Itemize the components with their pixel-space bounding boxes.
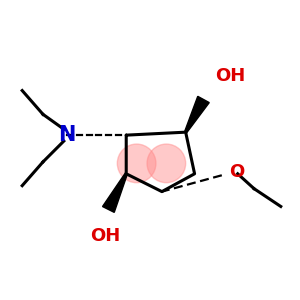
Text: N: N <box>58 125 76 145</box>
Text: O: O <box>229 163 244 181</box>
Polygon shape <box>184 96 209 133</box>
Circle shape <box>147 144 186 183</box>
Text: OH: OH <box>90 227 121 245</box>
Polygon shape <box>103 173 127 212</box>
Circle shape <box>117 144 156 183</box>
Text: OH: OH <box>215 67 246 85</box>
